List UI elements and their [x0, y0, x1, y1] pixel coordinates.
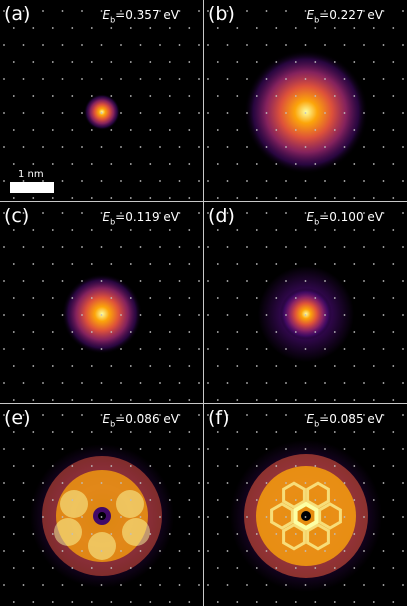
binding-energy-d: Eb=0.100 eV	[307, 210, 384, 229]
panel-label-f: (f)	[208, 407, 230, 429]
panel-e: (e) Eb=0.086 eV	[0, 404, 203, 606]
panel-f: (f) Eb=0.085 eV	[204, 404, 407, 606]
energy-value-e: =0.086 eV	[115, 412, 179, 426]
energy-subscript-a: b	[110, 15, 116, 25]
energy-subscript-d: b	[314, 217, 320, 227]
energy-value-a: =0.357 eV	[115, 8, 179, 22]
energy-symbol-d: E	[306, 210, 315, 224]
panel-d: (d) Eb=0.100 eV	[204, 202, 407, 403]
energy-subscript-b: b	[314, 15, 320, 25]
binding-energy-f: Eb=0.085 eV	[307, 412, 384, 431]
lattice-dots	[207, 414, 404, 603]
lattice-dots	[207, 10, 404, 199]
density-star-spot	[258, 266, 354, 362]
panel-label-a: (a)	[4, 3, 31, 25]
density-plot-b	[207, 10, 404, 199]
energy-symbol-c: E	[102, 210, 111, 224]
density-plot-f	[207, 414, 404, 603]
panel-label-e: (e)	[4, 407, 31, 429]
density-small-spot	[84, 94, 120, 130]
density-medium-spot	[62, 274, 142, 354]
energy-subscript-c: b	[110, 217, 116, 227]
binding-energy-e: Eb=0.086 eV	[103, 412, 180, 431]
energy-symbol-f: E	[306, 412, 315, 426]
density-plot-a	[3, 10, 200, 199]
density-plot-e	[3, 414, 200, 603]
density-plot-d	[207, 212, 404, 401]
energy-subscript-f: b	[314, 419, 320, 429]
lattice-dots	[3, 414, 200, 603]
panel-c: (c) Eb=0.119 eV	[0, 202, 203, 403]
density-ring-lobes	[30, 444, 174, 588]
lattice-dots	[3, 212, 200, 401]
energy-value-c: =0.119 eV	[115, 210, 179, 224]
lattice-dots	[3, 10, 200, 199]
panel-label-c: (c)	[4, 205, 30, 227]
binding-energy-b: Eb=0.227 eV	[307, 8, 384, 27]
density-hexagonal-ring	[230, 440, 382, 592]
panel-b: (b) Eb=0.227 eV	[204, 0, 407, 201]
binding-energy-a: Eb=0.357 eV	[103, 8, 180, 27]
energy-symbol-a: E	[102, 8, 111, 22]
energy-symbol-b: E	[306, 8, 315, 22]
density-plot-c	[3, 212, 200, 401]
energy-value-f: =0.085 eV	[319, 412, 383, 426]
binding-energy-c: Eb=0.119 eV	[103, 210, 180, 229]
panel-label-d: (d)	[208, 205, 235, 227]
energy-value-b: =0.227 eV	[319, 8, 383, 22]
energy-symbol-e: E	[102, 412, 111, 426]
scale-bar	[10, 182, 54, 193]
density-large-blob	[244, 50, 368, 174]
panel-label-b: (b)	[208, 3, 235, 25]
panel-a: (a) Eb=0.357 eV 1 nm	[0, 0, 203, 201]
energy-subscript-e: b	[110, 419, 116, 429]
lattice-dots	[207, 212, 404, 401]
scale-bar-label: 1 nm	[18, 169, 44, 180]
energy-value-d: =0.100 eV	[319, 210, 383, 224]
